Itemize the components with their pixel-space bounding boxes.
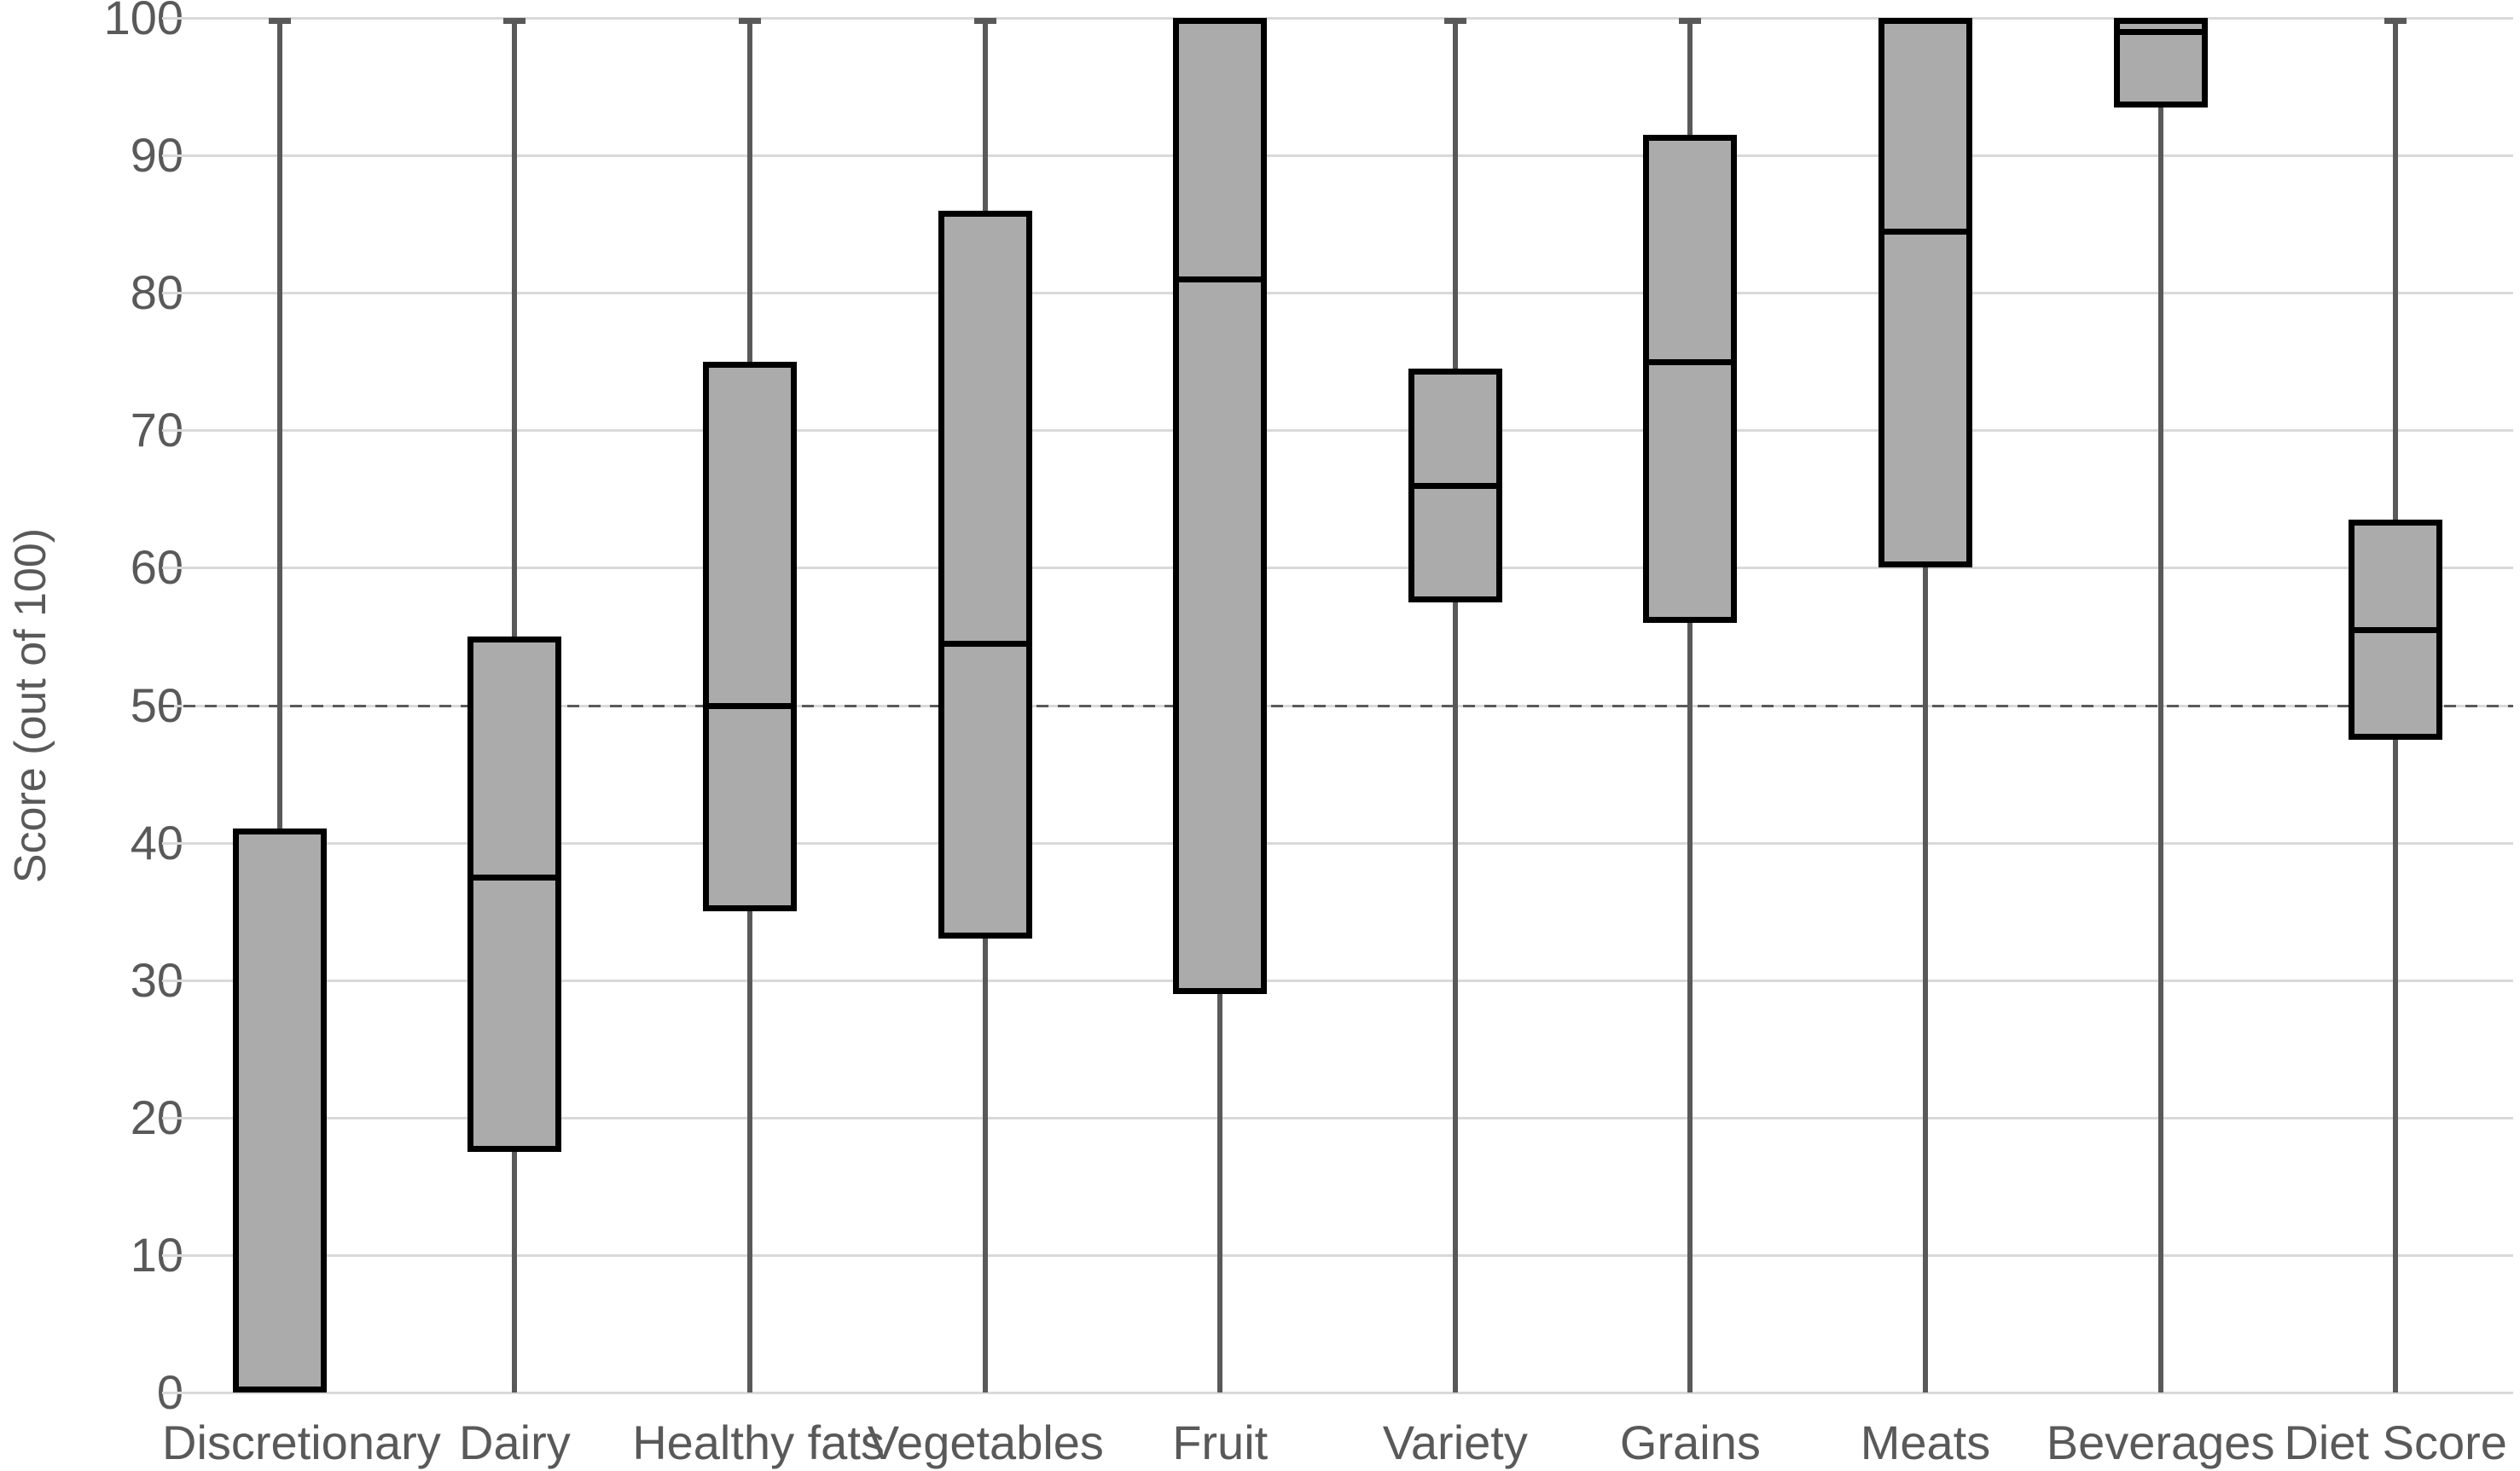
whisker-max-cap (503, 18, 526, 24)
whisker-max-cap (739, 18, 761, 24)
upper-whisker (276, 18, 282, 829)
whisker-max-cap (268, 18, 291, 24)
y-tick-label: 40 (130, 815, 183, 869)
box-meats (1878, 18, 1972, 568)
gridline-y-60 (162, 567, 2513, 570)
category-label: Dairy (459, 1416, 571, 1469)
median-line (1173, 276, 1268, 283)
lower-whisker (2157, 107, 2163, 1393)
whisker-max-cap (973, 18, 996, 24)
median-line (1878, 228, 1972, 235)
y-tick-label: 0 (156, 1365, 183, 1419)
lower-whisker (1687, 622, 1693, 1393)
category-label: Vegetables (867, 1416, 1104, 1469)
category-label: Healthy fats (632, 1416, 885, 1469)
upper-whisker (512, 18, 518, 637)
box-discretionary (232, 829, 327, 1393)
gridline-y-20 (162, 1116, 2513, 1119)
category-label: Variety (1382, 1416, 1528, 1469)
y-tick-label: 90 (130, 128, 183, 183)
y-tick-label: 10 (130, 1227, 183, 1282)
upper-whisker (1452, 18, 1458, 369)
gridline-y-30 (162, 979, 2513, 982)
median-line (938, 641, 1032, 647)
lower-whisker (512, 1152, 518, 1393)
lower-whisker (747, 911, 752, 1393)
gridline-y-90 (162, 154, 2513, 158)
category-label: Beverages (2046, 1416, 2275, 1469)
upper-whisker (1687, 18, 1693, 135)
median-line (1643, 358, 1738, 365)
upper-whisker (982, 18, 988, 211)
y-tick-label: 30 (130, 952, 183, 1007)
gridline-y-100 (162, 17, 2513, 20)
category-label: Meats (1860, 1416, 1991, 1469)
box-healthy-fats (703, 361, 797, 912)
y-tick-label: 80 (130, 265, 183, 320)
median-line (2349, 626, 2443, 633)
y-tick-label: 100 (103, 0, 183, 44)
y-tick-label: 70 (130, 403, 183, 457)
category-label: Fruit (1172, 1416, 1269, 1469)
upper-whisker (2393, 18, 2399, 520)
box-fruit (1173, 18, 1268, 994)
median-line (1408, 482, 1502, 489)
median-line (467, 874, 562, 881)
reference-line-50 (162, 704, 2513, 707)
whisker-max-cap (1443, 18, 1466, 24)
box-grains (1643, 134, 1738, 623)
gridline-y-10 (162, 1253, 2513, 1257)
category-label: Discretionary (162, 1416, 441, 1469)
y-tick-label: 60 (130, 540, 183, 595)
lower-whisker (982, 939, 988, 1393)
gridline-y-80 (162, 292, 2513, 295)
gridline-y-70 (162, 429, 2513, 433)
median-line (703, 702, 797, 709)
lower-whisker (1923, 567, 1928, 1393)
y-tick-label: 20 (130, 1090, 183, 1144)
lower-whisker (2393, 739, 2399, 1393)
gridline-y-0 (162, 1392, 2513, 1394)
category-label: Grains (1619, 1416, 1761, 1469)
lower-whisker (1217, 993, 1223, 1393)
lower-whisker (1452, 602, 1458, 1393)
whisker-max-cap (1679, 18, 1702, 24)
category-label: Diet Score (2284, 1416, 2507, 1469)
whisker-max-cap (2384, 18, 2407, 24)
gridline-y-40 (162, 841, 2513, 845)
median-line (2113, 29, 2208, 36)
plot-area (162, 17, 2513, 1394)
upper-whisker (747, 18, 752, 362)
box-vegetables (938, 210, 1032, 939)
y-tick-label: 50 (130, 677, 183, 732)
box-dairy (467, 636, 562, 1153)
